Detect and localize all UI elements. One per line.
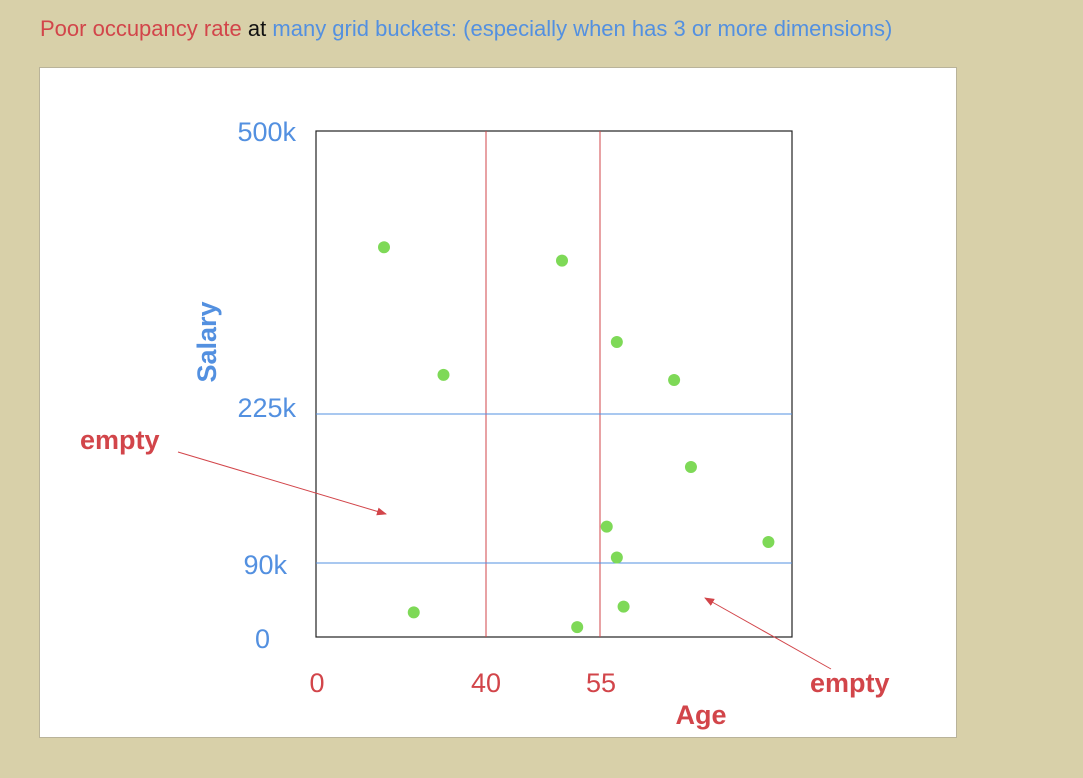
data-point-0 xyxy=(378,241,390,254)
x-tick-55: 55 xyxy=(586,668,616,698)
caption-part-black: at xyxy=(247,16,267,41)
diagram-canvas: 500k 225k 90k 0 0 40 55 Age Salary empty… xyxy=(39,67,957,738)
y-axis-title: Salary xyxy=(192,301,222,382)
y-tick-90k: 90k xyxy=(243,550,287,580)
data-point-3 xyxy=(437,368,450,381)
y-tick-500k: 500k xyxy=(237,117,296,147)
caption-part-red: Poor occupancy rate xyxy=(40,16,242,41)
data-point-1 xyxy=(556,254,568,267)
data-points xyxy=(378,241,775,634)
data-point-10 xyxy=(617,600,630,613)
grid-diagram: 500k 225k 90k 0 0 40 55 Age Salary empty… xyxy=(80,117,890,730)
empty-arrow-left xyxy=(177,451,387,516)
x-tick-0: 0 xyxy=(309,668,324,698)
data-point-2 xyxy=(610,335,623,348)
empty-annotation-left: empty xyxy=(80,425,160,455)
data-point-9 xyxy=(407,606,420,619)
data-point-8 xyxy=(762,536,775,549)
data-point-6 xyxy=(600,520,613,533)
data-point-5 xyxy=(684,460,697,473)
data-point-7 xyxy=(610,551,623,564)
y-tick-225k: 225k xyxy=(237,393,296,423)
plot-frame xyxy=(315,130,793,638)
caption-part-blue: many grid buckets: (especially when has … xyxy=(272,16,893,41)
y-tick-0: 0 xyxy=(255,624,270,654)
x-tick-40: 40 xyxy=(471,668,501,698)
data-point-4 xyxy=(668,374,681,387)
empty-annotation-right: empty xyxy=(810,668,890,698)
caption-title: Poor occupancy rate at many grid buckets… xyxy=(40,16,892,42)
data-point-11 xyxy=(571,621,584,634)
x-axis-title: Age xyxy=(675,700,726,730)
empty-arrow-right xyxy=(704,597,832,670)
